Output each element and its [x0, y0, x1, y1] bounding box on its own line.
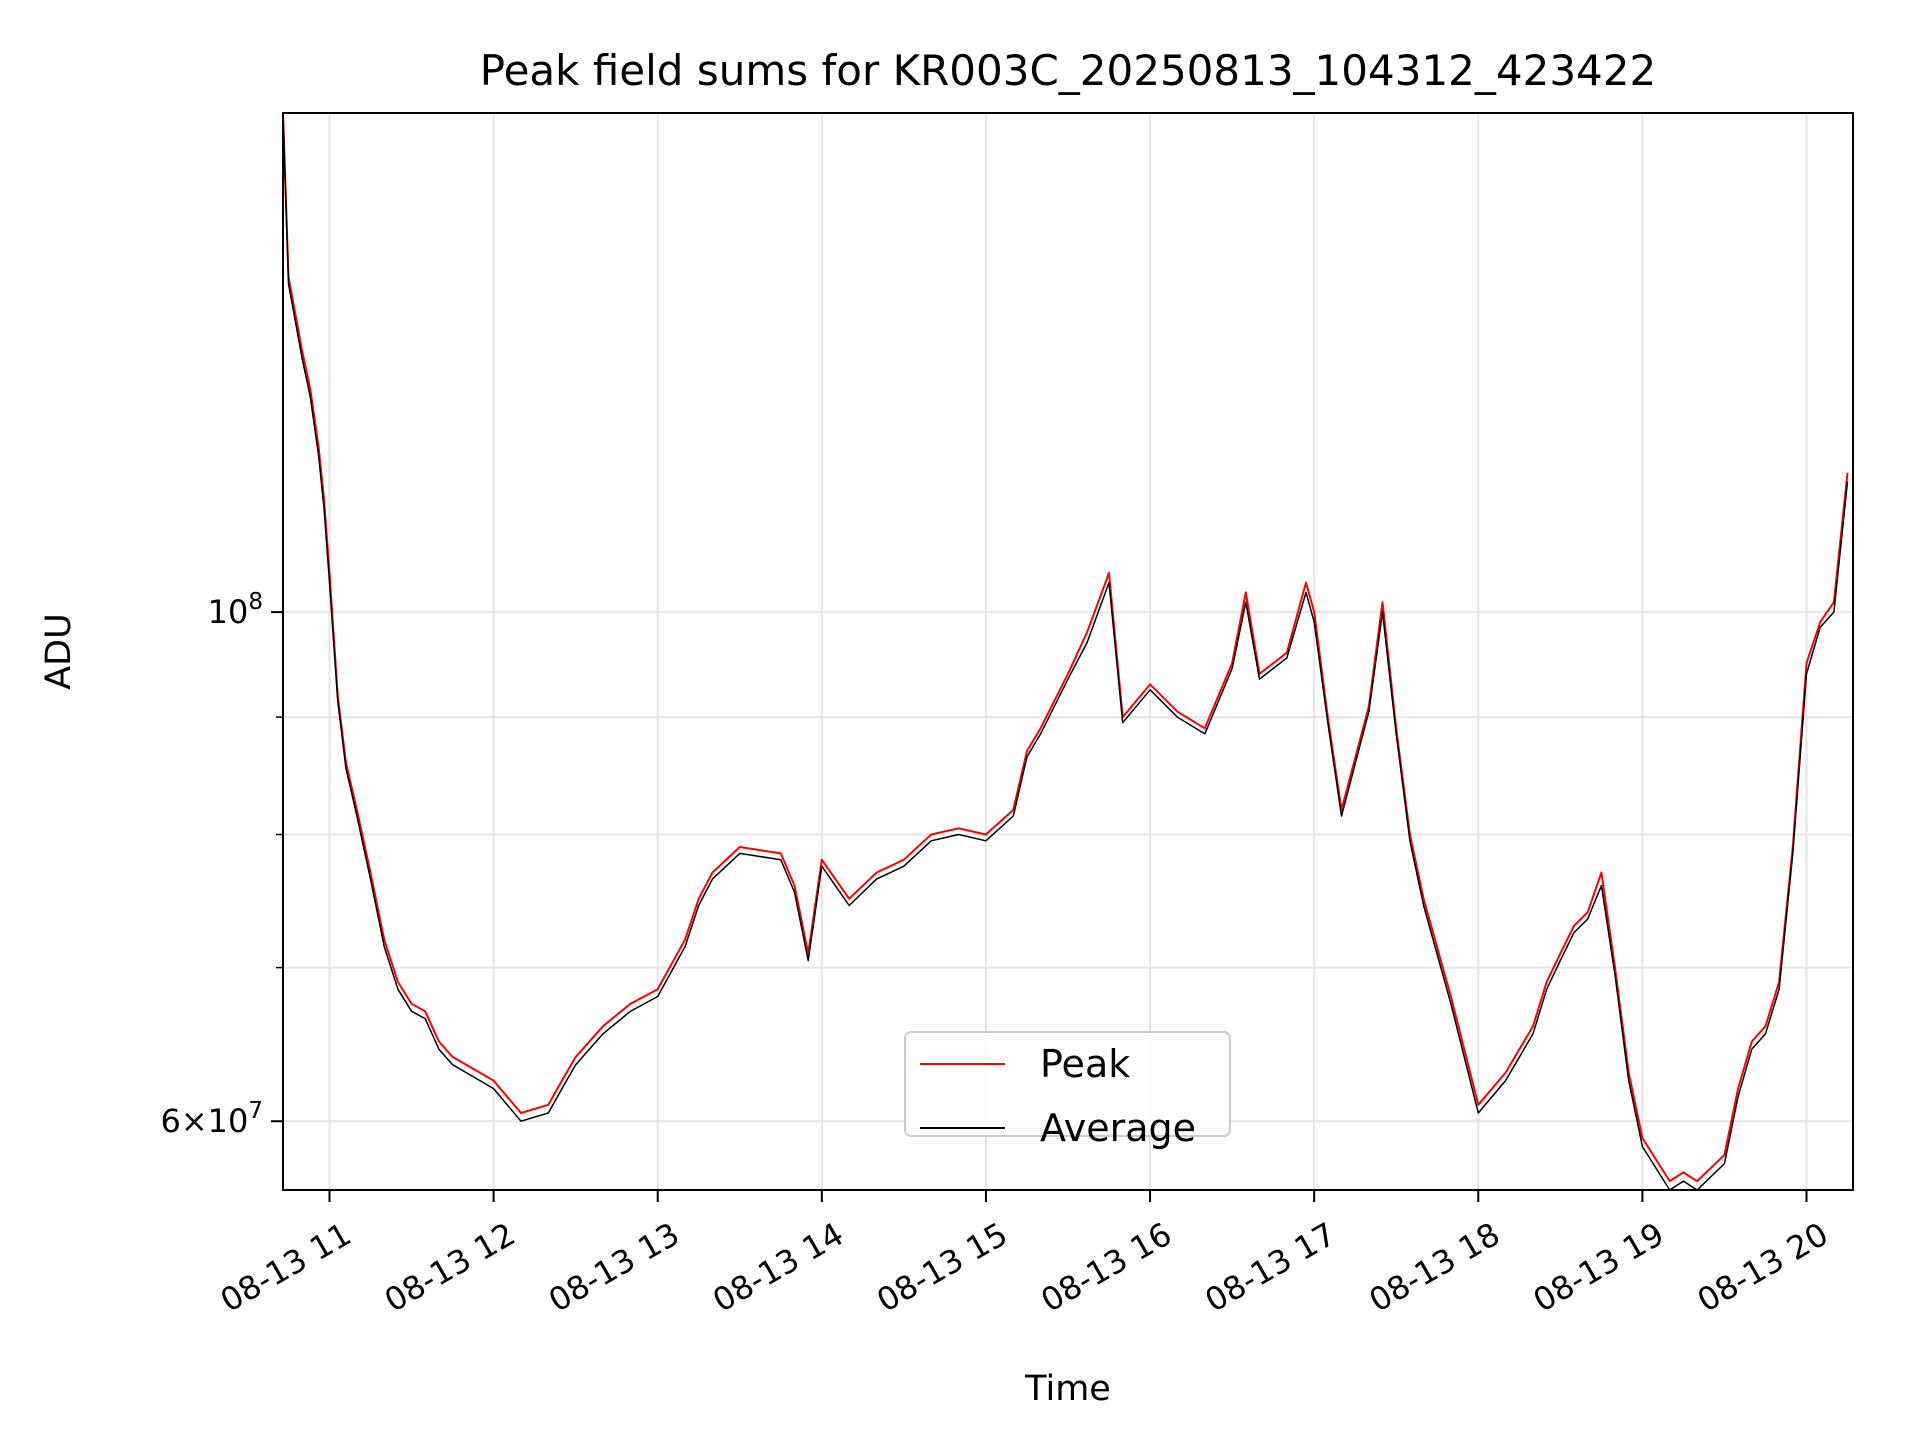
legend-box [904, 1031, 1231, 1137]
y-axis-title: ADU [39, 613, 79, 690]
y-tick-label: 108 [208, 589, 263, 631]
plot-frame [282, 112, 1854, 1191]
legend-label-peak: Peak [1040, 1042, 1130, 1086]
series-line-average [283, 113, 1849, 1190]
y-tick-label: 6×107 [160, 1098, 263, 1140]
series-lines [283, 113, 1849, 1190]
x-axis-title: Time [1024, 1369, 1111, 1409]
chart-title: Peak field sums for KR003C_20250813_1043… [480, 46, 1656, 95]
legend-label-average: Average [1040, 1106, 1196, 1150]
legend: Peak Average [904, 1031, 1231, 1150]
series-line-peak [283, 113, 1849, 1183]
grid [283, 113, 1853, 1190]
